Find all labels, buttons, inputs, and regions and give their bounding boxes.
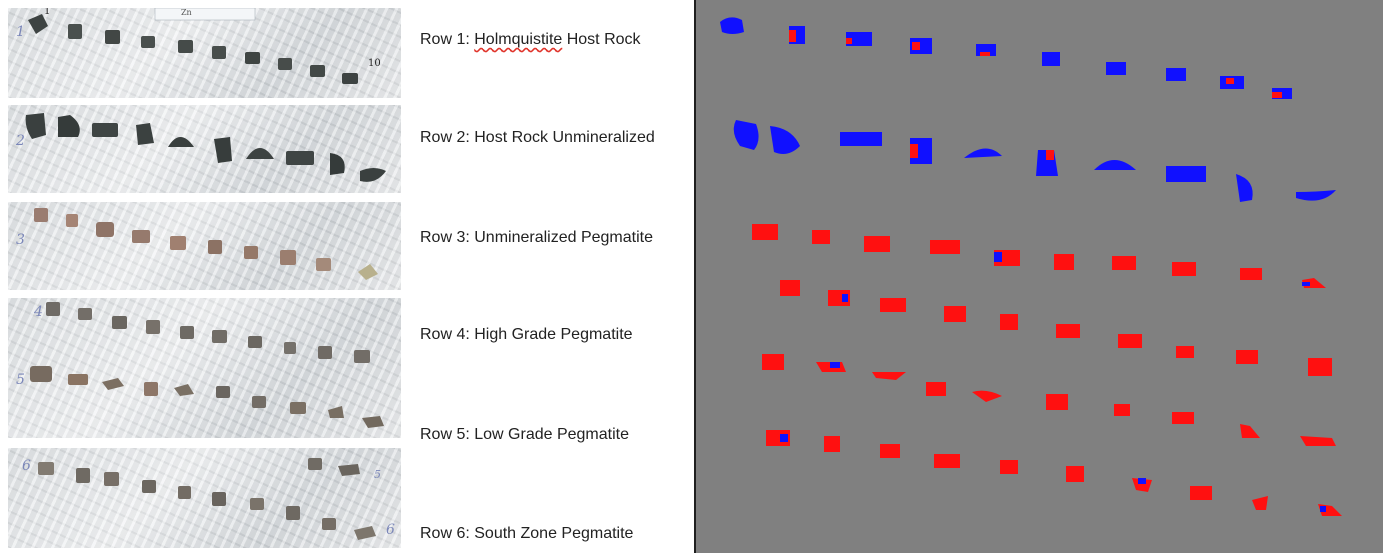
classification-map: [720, 17, 1342, 516]
row-label-6: Row 6: South Zone Pegmatite: [420, 525, 634, 542]
classified-row-3: [752, 224, 1326, 288]
row-number: 6: [22, 458, 31, 474]
panel-divider: [694, 0, 696, 553]
sample-marker: 5: [374, 468, 381, 481]
row-number: 5: [16, 372, 25, 388]
row-label-1-rock-name: Holmquistite: [474, 31, 563, 48]
rock-samples-row-6: [38, 458, 376, 540]
photo-row-2: 2: [8, 105, 401, 193]
row-number: 2: [16, 133, 25, 149]
row-label-3: Row 3: Unmineralized Pegmatite: [420, 229, 653, 246]
row-number: 3: [16, 232, 25, 248]
photo-rows-4-5: 4 5: [8, 298, 401, 438]
photo-row-1: 1 1 Zn 10: [8, 8, 401, 98]
row-number: 4: [34, 304, 43, 320]
rock-samples-row-2: [25, 113, 386, 182]
classified-row-6: [766, 430, 1342, 516]
classified-row-4: [780, 280, 1332, 376]
row-number: 1: [16, 24, 25, 40]
row-label-1: Row 1: Holmquistite Host Rock: [420, 31, 641, 49]
row-label-5: Row 5: Low Grade Pegmatite: [420, 426, 629, 443]
scale-tag: Zn: [181, 8, 192, 17]
sample-end-number: 10: [368, 58, 381, 69]
classified-row-5: [762, 354, 1336, 446]
rock-samples-rows-4-5: [30, 302, 384, 428]
row-label-1-suffix: Host Rock: [562, 31, 641, 48]
row-label-4: Row 4: High Grade Pegmatite: [420, 326, 633, 343]
row-label-1-prefix: Row 1:: [420, 31, 475, 48]
rock-samples-row-1: [28, 8, 358, 84]
classified-row-1: [720, 17, 1292, 99]
rock-samples-row-3: [34, 208, 378, 280]
classified-row-2: [733, 120, 1336, 202]
sample-photo-panel: 1 1 Zn 10 2: [8, 8, 655, 548]
photo-row-3: 3: [8, 202, 401, 290]
sample-marker: 1: [44, 8, 51, 17]
row-label-2: Row 2: Host Rock Unmineralized: [420, 129, 655, 146]
sample-end-number: 6: [386, 522, 395, 538]
photo-row-6: 6 5 6: [8, 448, 401, 548]
classification-map-panel: [696, 0, 1383, 553]
